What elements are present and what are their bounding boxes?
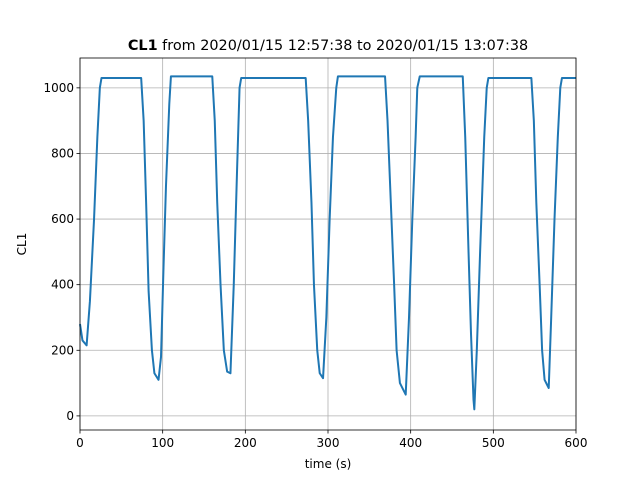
y-tick-label: 600 — [51, 212, 74, 226]
y-tick-label: 1000 — [43, 81, 74, 95]
y-axis-label: CL1 — [15, 233, 29, 256]
x-tick-label: 100 — [151, 436, 174, 450]
y-tick-label: 0 — [66, 409, 74, 423]
plot-frame — [79, 57, 577, 431]
y-tick-label: 800 — [51, 146, 74, 160]
x-tick-label: 200 — [234, 436, 257, 450]
x-tick-label: 500 — [482, 436, 505, 450]
x-tick-label: 300 — [317, 436, 340, 450]
title-bold: CL1 — [128, 38, 158, 54]
y-tick-label: 200 — [51, 343, 74, 357]
x-tick-label: 400 — [399, 436, 422, 450]
data-line — [79, 75, 576, 411]
title-rest: from 2020/01/15 12:57:38 to 2020/01/15 1… — [162, 38, 528, 54]
x-tick-label: 0 — [76, 436, 84, 450]
x-axis-label: time (s) — [305, 457, 352, 471]
y-tick-label: 400 — [51, 278, 74, 292]
x-tick-label: 600 — [565, 436, 588, 450]
chart-title: CL1 from 2020/01/15 12:57:38 to 2020/01/… — [128, 38, 528, 54]
